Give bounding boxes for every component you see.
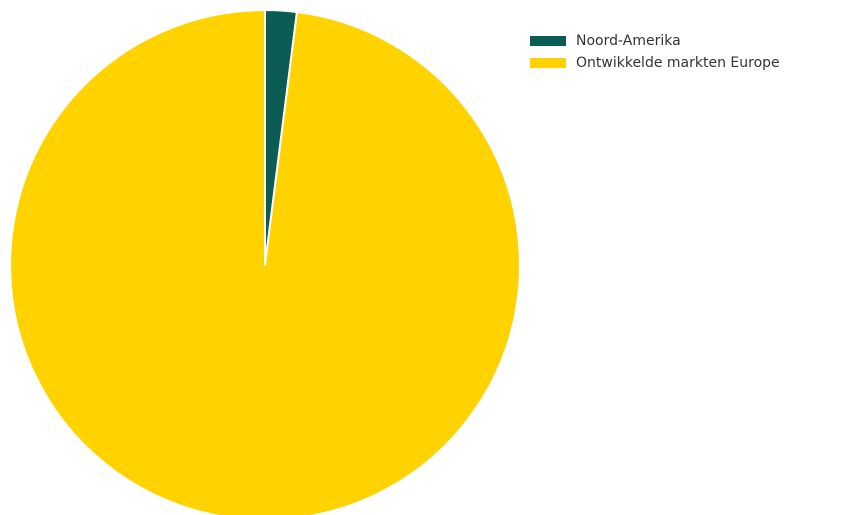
legend-label-1: Ontwikkelde markten Europe bbox=[576, 55, 780, 71]
pie-slices bbox=[9, 9, 521, 515]
legend-swatch-0 bbox=[530, 36, 566, 46]
legend-item-0[interactable]: Noord-Amerika bbox=[530, 30, 780, 52]
legend-item-1[interactable]: Ontwikkelde markten Europe bbox=[530, 52, 780, 74]
pie-slice-1[interactable] bbox=[9, 9, 521, 515]
chart-legend: Noord-Amerika Ontwikkelde markten Europe bbox=[530, 30, 780, 74]
legend-label-0: Noord-Amerika bbox=[576, 33, 681, 49]
legend-swatch-1 bbox=[530, 58, 566, 68]
